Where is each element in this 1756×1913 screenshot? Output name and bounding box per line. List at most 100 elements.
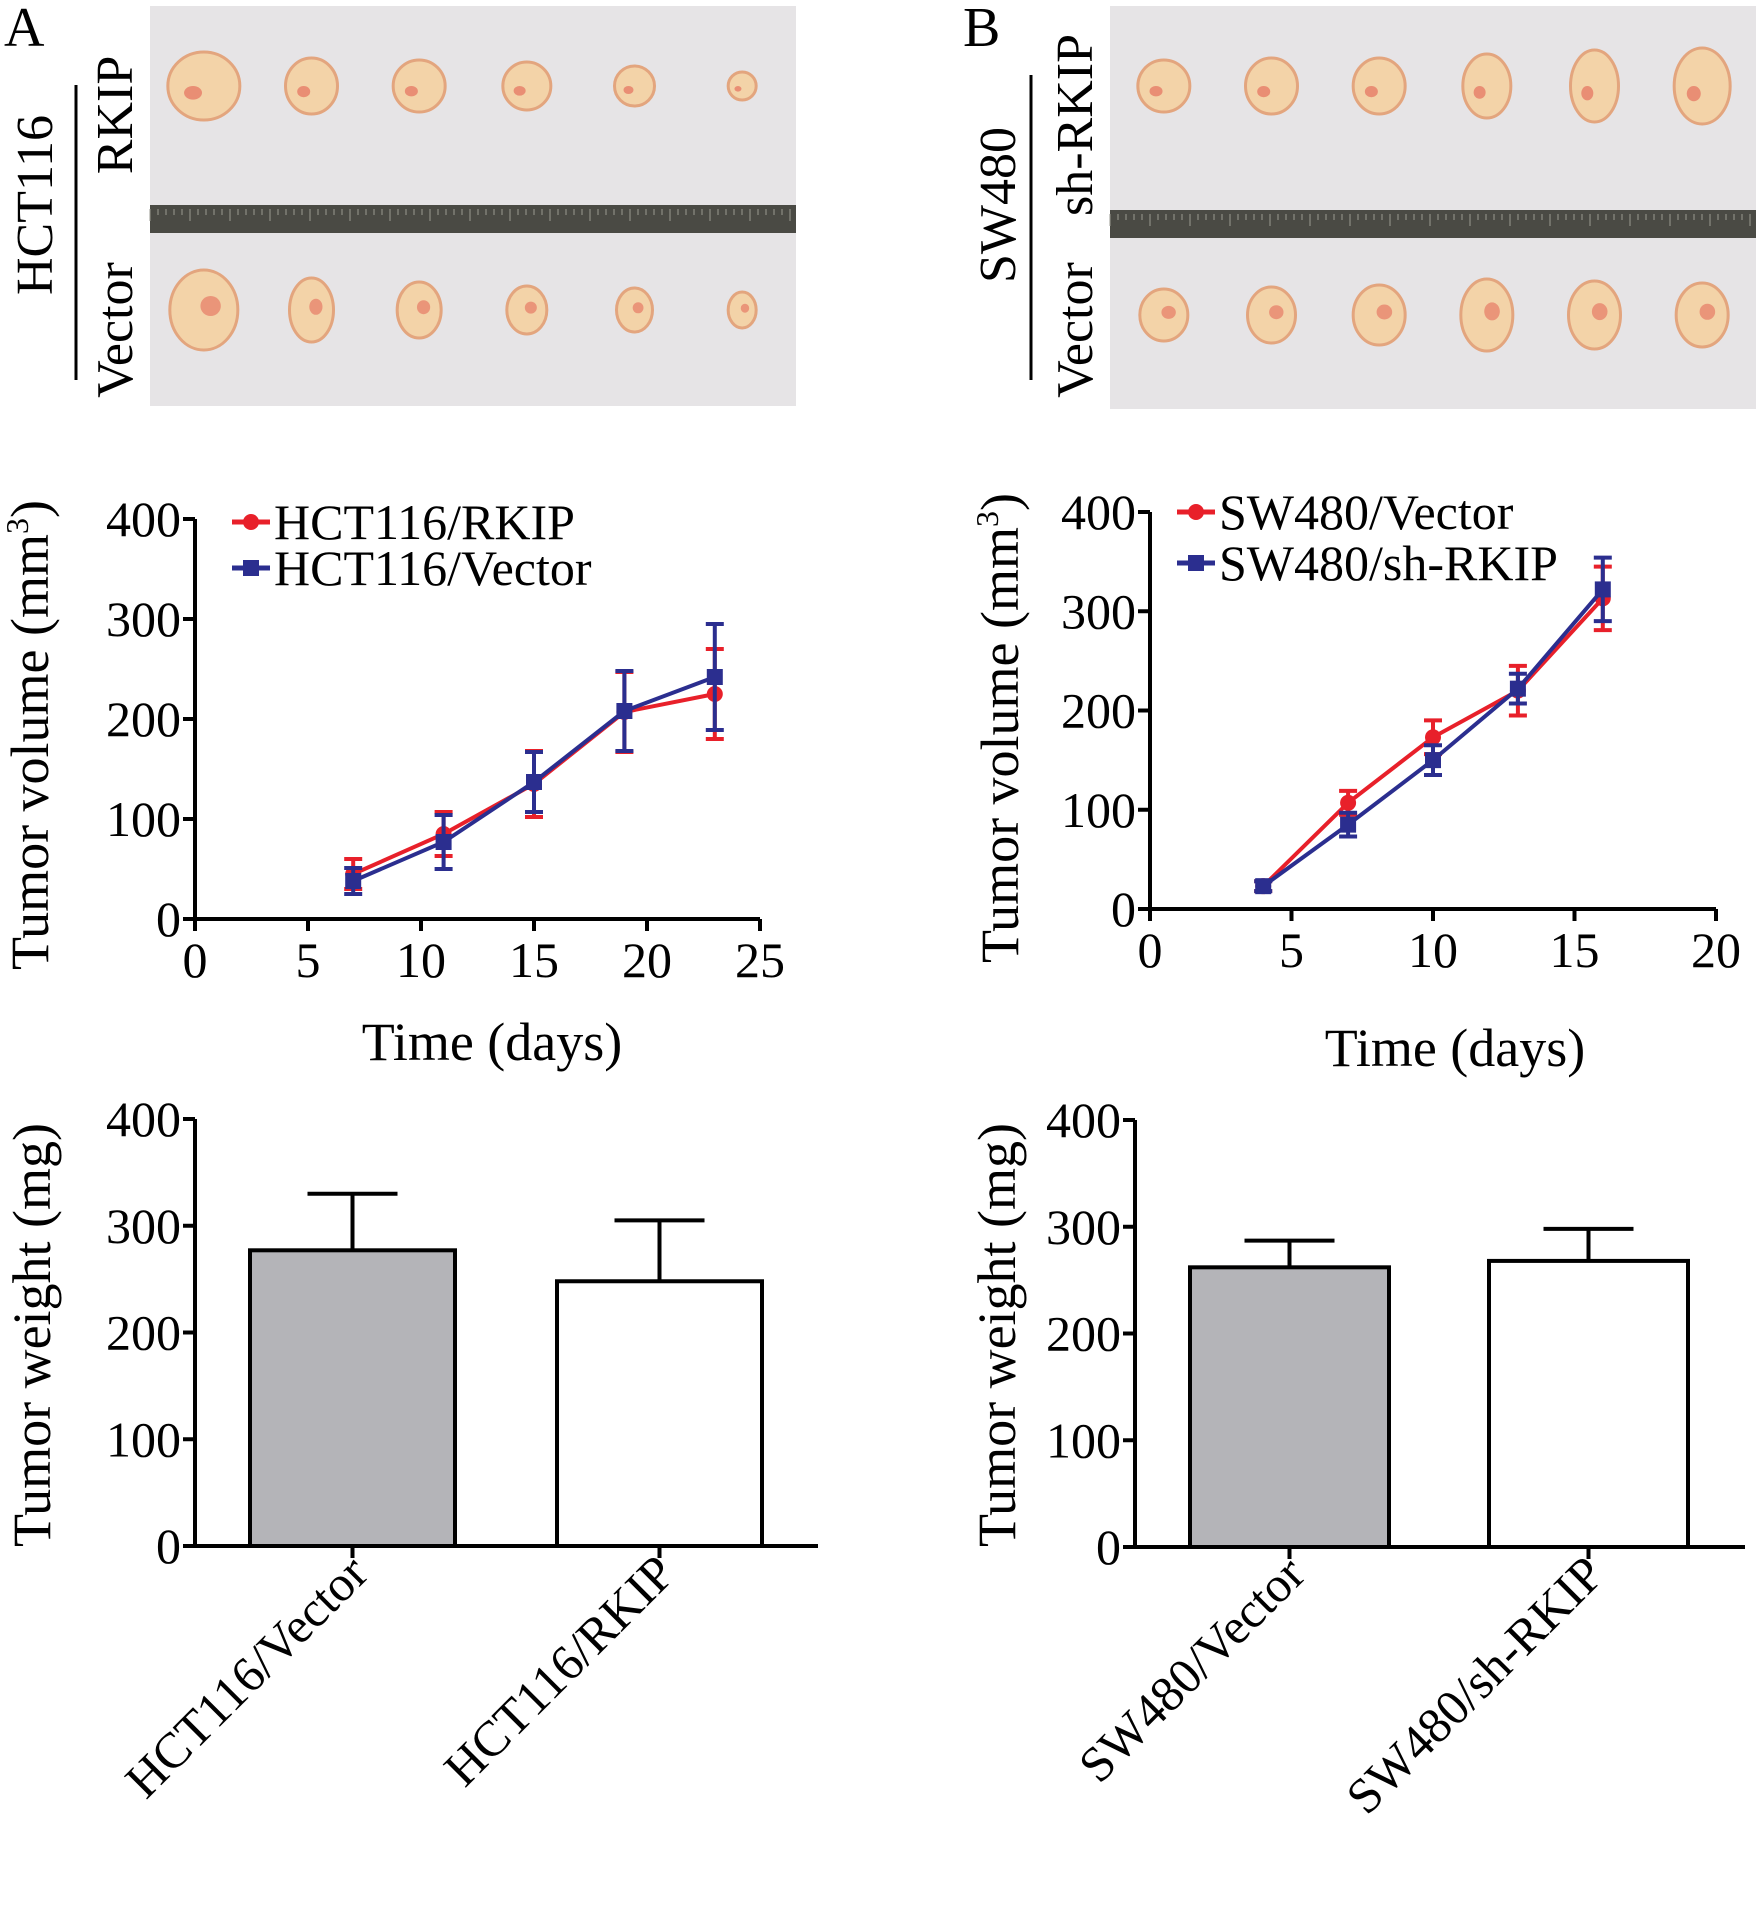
legend-marker-circle <box>1188 504 1204 520</box>
tumor-vessel <box>632 302 644 314</box>
tumor-vessel <box>1149 86 1163 97</box>
x-axis-title-b: Time (days) <box>1325 1018 1586 1078</box>
tumor-photo-b <box>1109 6 1756 409</box>
data-point-hct116-vector <box>616 703 633 719</box>
tumor <box>1351 56 1407 116</box>
tumor <box>284 56 339 116</box>
tumor-vessel <box>1161 305 1176 319</box>
tumor-vessel <box>1591 303 1608 321</box>
y-tick-label: 200 <box>1046 1306 1121 1362</box>
y-tick-label: 400 <box>106 491 181 547</box>
tumor-vessel <box>416 300 431 315</box>
tumor <box>726 290 758 330</box>
row-label-vector-a: Vector <box>87 262 144 398</box>
legend-b: SW480/Vector SW480/sh-RKIP <box>1177 484 1558 591</box>
line-chart-a: 0 100 200 300 400 0 5 10 15 20 25 <box>106 491 785 988</box>
y-tick-label: 300 <box>106 591 181 647</box>
x-tick-label: 10 <box>1408 922 1458 978</box>
tumor-vessel <box>1376 304 1393 320</box>
y-axis-title-volume-a: Tumor volume (mm3) <box>0 500 60 970</box>
tumor <box>288 276 335 344</box>
x-tick-label: 5 <box>296 932 321 988</box>
data-point-sw480-sh-rkip <box>1594 581 1611 598</box>
bar-chart-a: 0 100 200 300 400 HCT116/Vector HCT116/RKIP <box>106 1091 818 1808</box>
data-point-sw480-sh-rkip <box>1425 752 1441 769</box>
legend-label-hct116-vector: HCT116/Vector <box>274 540 592 596</box>
x-tick-label: 0 <box>1138 922 1163 978</box>
data-point-hct116-vector <box>526 774 542 790</box>
x-tick-label: 20 <box>622 932 672 988</box>
tumor-vessel <box>184 86 203 100</box>
row-label-rkip: RKIP <box>87 56 144 174</box>
tumor <box>1461 52 1513 120</box>
data-point-sw480-vector <box>1340 794 1357 811</box>
y-tick-label: 0 <box>156 891 181 947</box>
panel-letter-b: B <box>963 0 1000 59</box>
tumor <box>1672 46 1732 126</box>
tumor-vessel <box>1484 302 1500 321</box>
y-tick-label: 400 <box>106 1091 181 1147</box>
x-tick-label: 20 <box>1691 922 1741 978</box>
cell-line-label-a: HCT116 <box>7 115 64 295</box>
y-tick-label: 200 <box>1061 683 1136 739</box>
tumor-vessel <box>1686 86 1701 102</box>
y-tick-label: 400 <box>1061 484 1136 540</box>
data-point-hct116-vector <box>706 669 723 685</box>
tumor <box>613 64 656 108</box>
y-axis-title-weight-a: Tumor weight (mg) <box>2 1123 62 1547</box>
tumor <box>726 70 758 102</box>
photo-background <box>1110 6 1756 409</box>
legend-marker-square <box>1188 555 1204 571</box>
y-tick-label: 300 <box>1061 583 1136 639</box>
y-tick-label: 200 <box>106 1305 181 1361</box>
bar-chart-b: 0 100 200 300 400 SW480/Vector SW480/sh-RKIP <box>1046 1092 1745 1824</box>
y-tick-label: 400 <box>1046 1092 1121 1148</box>
data-point-hct116-vector <box>345 873 362 889</box>
tumor-vessel <box>623 86 634 94</box>
y-tick-label: 100 <box>1061 782 1136 838</box>
bar-hct116-vector <box>248 1248 457 1548</box>
tumor <box>501 60 553 112</box>
tumor-vessel <box>297 86 311 98</box>
data-point-sw480-sh-rkip <box>1340 816 1357 833</box>
tumor-vessel <box>1364 86 1378 98</box>
legend-label-hct116-rkip: HCT116/RKIP <box>274 494 575 550</box>
y-tick-label: 100 <box>106 1411 181 1467</box>
data-point-sw480-sh-rkip <box>1509 680 1526 697</box>
ruler <box>1110 210 1756 238</box>
x-tick-label: 25 <box>735 932 785 988</box>
y-tick-label: 0 <box>1096 1519 1121 1575</box>
y-tick-label: 100 <box>1046 1412 1121 1468</box>
tumor-vessel <box>513 86 526 96</box>
tumor <box>615 286 654 334</box>
tumor <box>1569 48 1620 124</box>
tumor <box>1244 56 1299 116</box>
tumor <box>166 50 242 122</box>
data-point-sw480-sh-rkip <box>1255 878 1272 895</box>
y-tick-label: 300 <box>1046 1199 1121 1255</box>
tumor-vessel <box>200 296 221 316</box>
ruler <box>150 205 796 233</box>
tumor-vessel <box>1473 86 1486 99</box>
tumor-vessel <box>1269 305 1284 320</box>
x-tick-label: 0 <box>183 932 208 988</box>
x-tick-label: HCT116/RKIP <box>433 1544 685 1796</box>
tumor-vessel <box>740 303 750 313</box>
tumor-vessel <box>734 86 742 92</box>
x-tick-label: 15 <box>509 932 559 988</box>
x-tick-label: SW480/Vector <box>1068 1545 1316 1793</box>
tumor-vessel <box>1257 86 1271 98</box>
x-tick-label: 10 <box>396 932 446 988</box>
tumor <box>1459 277 1515 353</box>
tumor-vessel <box>1581 86 1594 101</box>
data-point-sw480-vector <box>1425 729 1441 746</box>
tumor <box>168 268 240 352</box>
x-tick-label: HCT116/Vector <box>114 1544 378 1808</box>
legend-label-sw480-sh-rkip: SW480/sh-RKIP <box>1219 535 1558 591</box>
y-tick-label: 0 <box>1111 881 1136 937</box>
tumor-vessel <box>309 298 323 315</box>
tumor <box>1567 279 1622 351</box>
y-tick-label: 300 <box>106 1198 181 1254</box>
legend-marker-circle <box>243 514 259 530</box>
tumor <box>505 284 549 336</box>
